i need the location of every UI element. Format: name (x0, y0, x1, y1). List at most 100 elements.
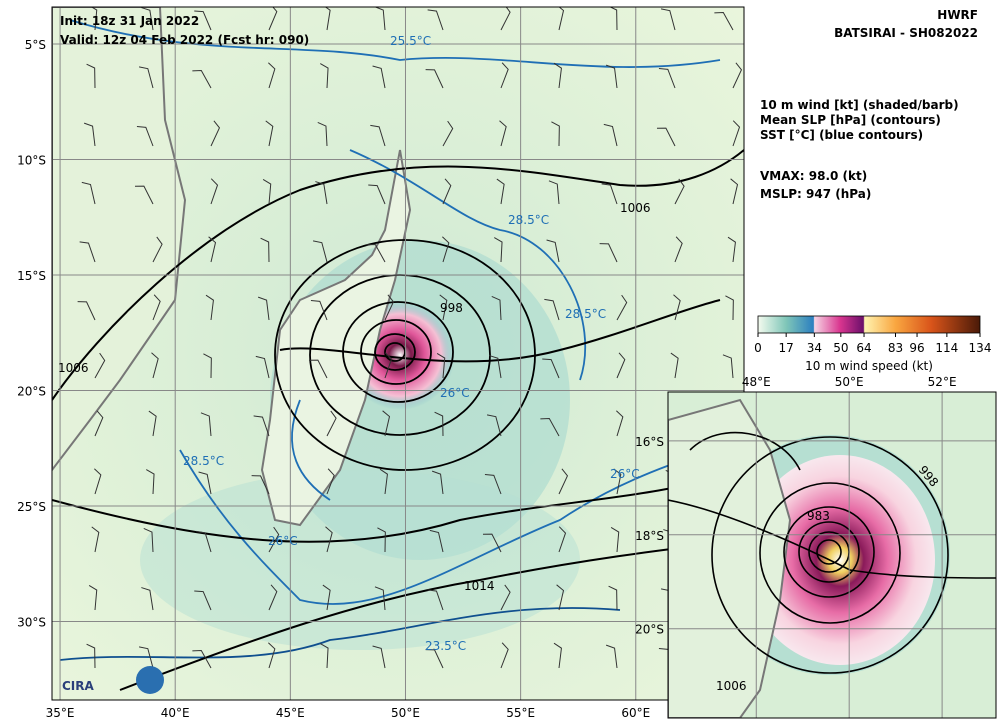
wind-barb (499, 120, 507, 147)
wind-barb (370, 124, 386, 147)
wind-barb (556, 7, 565, 31)
wind-barb (205, 294, 214, 321)
field-description: SST [°C] (blue contours) (760, 128, 923, 142)
wind-barb (670, 352, 679, 379)
lat-tick-label: 16°S (635, 435, 664, 449)
wind-barb (482, 533, 502, 553)
wind-barb (616, 352, 626, 379)
wind-barb (310, 299, 328, 321)
wind-shading (140, 470, 580, 650)
wind-barb (138, 646, 154, 669)
wind-barb (317, 121, 328, 147)
contour-label: 25.5°C (390, 34, 431, 48)
wind-barb (192, 649, 212, 669)
wind-barb (320, 643, 329, 669)
wind-barb (494, 237, 503, 263)
map-frame (51, 6, 745, 701)
wind-barb (260, 237, 270, 263)
wind-barb (500, 584, 511, 611)
wind-barb (79, 241, 96, 263)
valid-time: Valid: 12z 04 Feb 2022 (Fcst hr: 090) (60, 33, 309, 47)
wind-barb (91, 526, 100, 553)
wind-barb (268, 62, 276, 89)
contour-label: 23.5°C (425, 639, 466, 653)
wind-barb (83, 122, 96, 147)
storm-name: BATSIRAI - SH082022 (834, 26, 978, 40)
wind-barb (146, 469, 155, 495)
wind-barb (714, 11, 734, 31)
wind-barb (722, 354, 734, 379)
contour-label: 26°C (610, 467, 640, 481)
wind-barb (200, 412, 212, 437)
lat-tick-label: 15°S (17, 269, 46, 283)
contour-label: 28.5°C (508, 213, 549, 227)
lon-tick-label: 60°E (621, 706, 650, 720)
wind-barb (427, 589, 444, 611)
wind-barb (86, 643, 96, 669)
contour-label: 26°C (268, 534, 298, 548)
wind-barb (551, 121, 560, 147)
wind-barb (210, 178, 219, 205)
model-name: HWRF (937, 8, 978, 22)
lon-tick-label: 35°E (46, 706, 75, 720)
wind-barb (558, 526, 567, 553)
colorbar-tick-label: 0 (754, 341, 762, 355)
wind-barb (542, 358, 560, 379)
wind-barb (251, 475, 270, 495)
wind-barb (486, 414, 502, 437)
madagascar (260, 149, 412, 527)
wind-barb (94, 352, 106, 379)
wind-barb (268, 584, 278, 611)
colorbar-label: 10 m wind speed (kt) (805, 359, 933, 373)
wind-barb (608, 585, 618, 611)
colorbar-ticks: 0 17 34 50 64 83 96 114 134 (754, 333, 991, 355)
sst-contour (349, 149, 587, 381)
wind-barb (326, 410, 337, 437)
wind-barb (152, 236, 163, 263)
wind-barb (616, 294, 628, 321)
wind-barb (88, 584, 98, 611)
wind-barb (255, 355, 270, 379)
isobar (360, 319, 432, 385)
wind-barb (434, 411, 444, 437)
wind-barb (484, 473, 502, 495)
lat-tick-label: 18°S (635, 529, 664, 543)
wind-barb (546, 239, 560, 263)
wind-barb (203, 353, 212, 379)
colorbar-tick-label: 83 (888, 341, 903, 355)
wind-barb (674, 236, 683, 263)
wind-barb (730, 178, 739, 205)
wind-barb (368, 184, 386, 205)
wind-barb (379, 468, 388, 495)
wind-barb (605, 64, 618, 89)
wind-barb (192, 69, 212, 89)
wind-barb (94, 468, 102, 495)
vmax: VMAX: 98.0 (kt) (760, 169, 867, 183)
isobar (689, 431, 801, 471)
wind-barbs (77, 7, 743, 669)
isobar (783, 506, 875, 598)
wind-barb (605, 644, 618, 669)
wind-barb (136, 125, 154, 147)
lat-tick-label: 20°S (17, 384, 46, 398)
main-map: 1006 1006 998 1014 28.5°C 28.5°C 28.5°C … (52, 7, 744, 700)
wind-barb (366, 243, 386, 263)
contour-label: 28.5°C (183, 454, 224, 468)
wind-barb (262, 178, 272, 205)
lat-tick-label: 30°S (17, 615, 46, 629)
wind-barb (141, 587, 154, 611)
contour-label: 998 (440, 301, 463, 315)
wind-barb (253, 415, 270, 437)
wind-barb (198, 471, 212, 495)
wind-barb (491, 295, 502, 321)
wind-barb (553, 642, 562, 669)
wind-barb (208, 236, 217, 263)
wind-barb (374, 586, 386, 611)
lon-tick-label: 45°E (276, 706, 305, 720)
lat-tick-label: 5°S (25, 38, 46, 52)
wind-barb (315, 181, 328, 205)
wind-barb (658, 67, 676, 89)
lat-tick-label: 10°S (17, 153, 46, 167)
wind-barb (727, 236, 736, 263)
